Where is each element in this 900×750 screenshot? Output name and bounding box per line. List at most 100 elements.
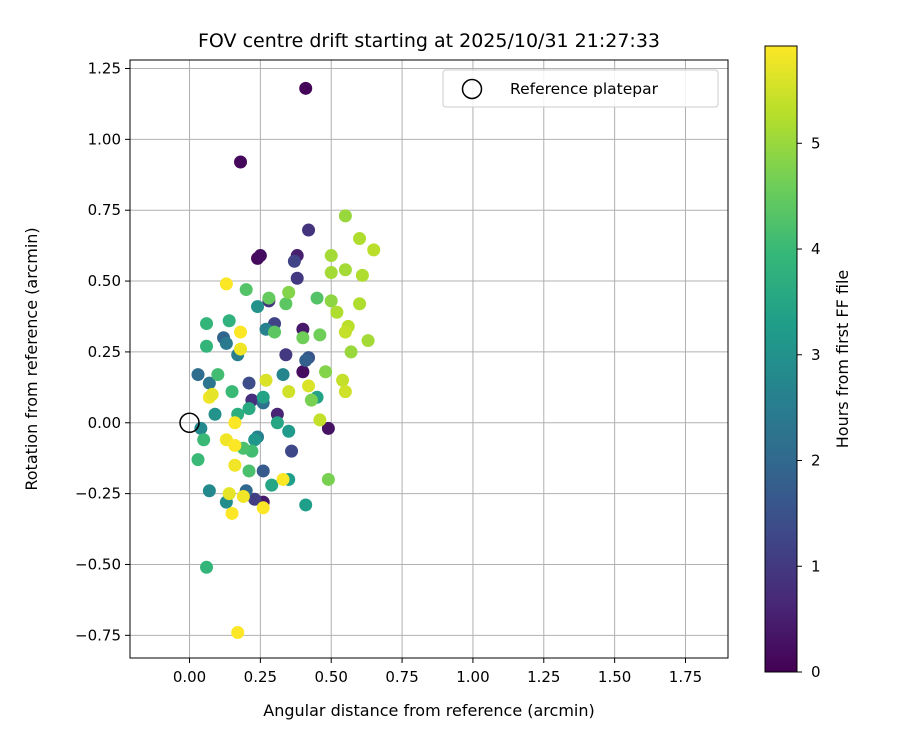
colorbar-ticks: 0 1 2 3 4 5 xyxy=(797,134,821,681)
plot-frame xyxy=(129,59,729,659)
x-tick-label: 1.00 xyxy=(456,668,489,686)
y-tick-label: 0.75 xyxy=(88,201,121,219)
data-point xyxy=(324,249,338,263)
data-point xyxy=(319,365,333,379)
data-point xyxy=(296,365,310,379)
data-point xyxy=(205,387,219,401)
data-point xyxy=(321,421,335,435)
data-point xyxy=(336,373,350,387)
x-tick-label: 1.25 xyxy=(527,668,560,686)
data-point xyxy=(242,376,256,390)
x-axis-ticks: 0.00 0.25 0.50 0.75 1.00 1.25 1.50 1.75 xyxy=(173,658,702,686)
data-point xyxy=(253,249,267,263)
x-tick-label: 0.75 xyxy=(385,668,418,686)
data-point xyxy=(344,345,358,359)
data-point xyxy=(259,373,273,387)
data-point xyxy=(330,305,344,319)
colorbar-tick-label: 4 xyxy=(811,240,821,258)
colorbar-tick-label: 3 xyxy=(811,346,821,364)
data-point xyxy=(290,271,304,285)
data-point xyxy=(338,325,352,339)
data-point xyxy=(228,438,242,452)
data-point xyxy=(234,342,248,356)
legend-marker xyxy=(461,78,483,100)
data-point xyxy=(324,266,338,280)
data-point xyxy=(251,300,265,314)
data-point xyxy=(231,625,245,639)
colorbar-tick-label: 1 xyxy=(811,557,821,575)
colorbar-frame xyxy=(764,45,798,673)
colorbar-tick-label: 5 xyxy=(811,134,821,152)
data-point xyxy=(282,285,296,299)
y-tick-label: 0.00 xyxy=(88,414,121,432)
data-point xyxy=(355,268,369,282)
data-point xyxy=(279,297,293,311)
data-point xyxy=(313,328,327,342)
y-tick-label: 0.50 xyxy=(88,272,121,290)
colorbar-tick-label: 2 xyxy=(811,452,821,470)
data-point xyxy=(256,501,270,515)
data-point xyxy=(194,421,208,435)
data-point xyxy=(262,291,276,305)
data-point xyxy=(225,385,239,399)
data-point xyxy=(200,339,214,353)
data-point xyxy=(242,402,256,416)
legend: Reference platepar xyxy=(442,69,719,108)
y-tick-label: 0.25 xyxy=(88,343,121,361)
data-point xyxy=(282,424,296,438)
y-tick-label: 1.25 xyxy=(88,60,121,78)
data-point xyxy=(202,376,216,390)
data-point xyxy=(242,464,256,478)
legend-label: Reference platepar xyxy=(510,80,659,98)
legend-box xyxy=(442,69,719,108)
data-point xyxy=(276,472,290,486)
colorbar: 0 1 2 3 4 5 Hours from first FF file xyxy=(764,45,852,681)
data-point xyxy=(304,393,318,407)
data-point xyxy=(248,433,262,447)
x-tick-label: 0.50 xyxy=(315,668,348,686)
data-point xyxy=(367,243,381,257)
data-point xyxy=(222,487,236,501)
data-point xyxy=(310,291,324,305)
data-point xyxy=(200,560,214,574)
data-point xyxy=(324,294,338,308)
data-point xyxy=(361,334,375,348)
data-point xyxy=(236,489,250,503)
data-point xyxy=(211,368,225,382)
data-point xyxy=(302,223,316,237)
data-point xyxy=(279,348,293,362)
data-point xyxy=(191,368,205,382)
colorbar-gradient xyxy=(765,46,797,672)
data-point xyxy=(191,453,205,467)
grid-lines xyxy=(130,60,728,658)
data-point xyxy=(225,506,239,520)
y-axis-label: Rotation from reference (arcmin) xyxy=(22,227,41,490)
y-tick-label: −0.50 xyxy=(75,555,121,573)
colorbar-label: Hours from first FF file xyxy=(833,270,852,449)
reference-marker xyxy=(179,412,200,434)
data-point xyxy=(338,209,352,223)
data-point xyxy=(302,379,316,393)
data-point xyxy=(338,385,352,399)
data-point xyxy=(338,263,352,277)
data-point xyxy=(313,413,327,427)
data-point xyxy=(234,325,248,339)
x-tick-label: 1.50 xyxy=(598,668,631,686)
data-point xyxy=(276,368,290,382)
data-point xyxy=(287,254,301,268)
data-point xyxy=(353,232,367,246)
y-tick-label: −0.25 xyxy=(75,485,121,503)
data-point xyxy=(234,155,248,169)
data-point xyxy=(208,407,222,421)
data-point xyxy=(228,458,242,472)
data-point xyxy=(296,331,310,345)
data-point xyxy=(285,444,299,458)
data-point xyxy=(256,464,270,478)
y-axis-ticks: −0.75 −0.50 −0.25 0.00 0.25 0.50 0.75 1.00 1.25 xyxy=(75,60,130,644)
x-tick-label: 0.00 xyxy=(173,668,206,686)
data-point xyxy=(321,472,335,486)
data-point xyxy=(239,283,253,297)
colorbar-tick-label: 0 xyxy=(811,663,821,681)
data-point xyxy=(222,314,236,328)
